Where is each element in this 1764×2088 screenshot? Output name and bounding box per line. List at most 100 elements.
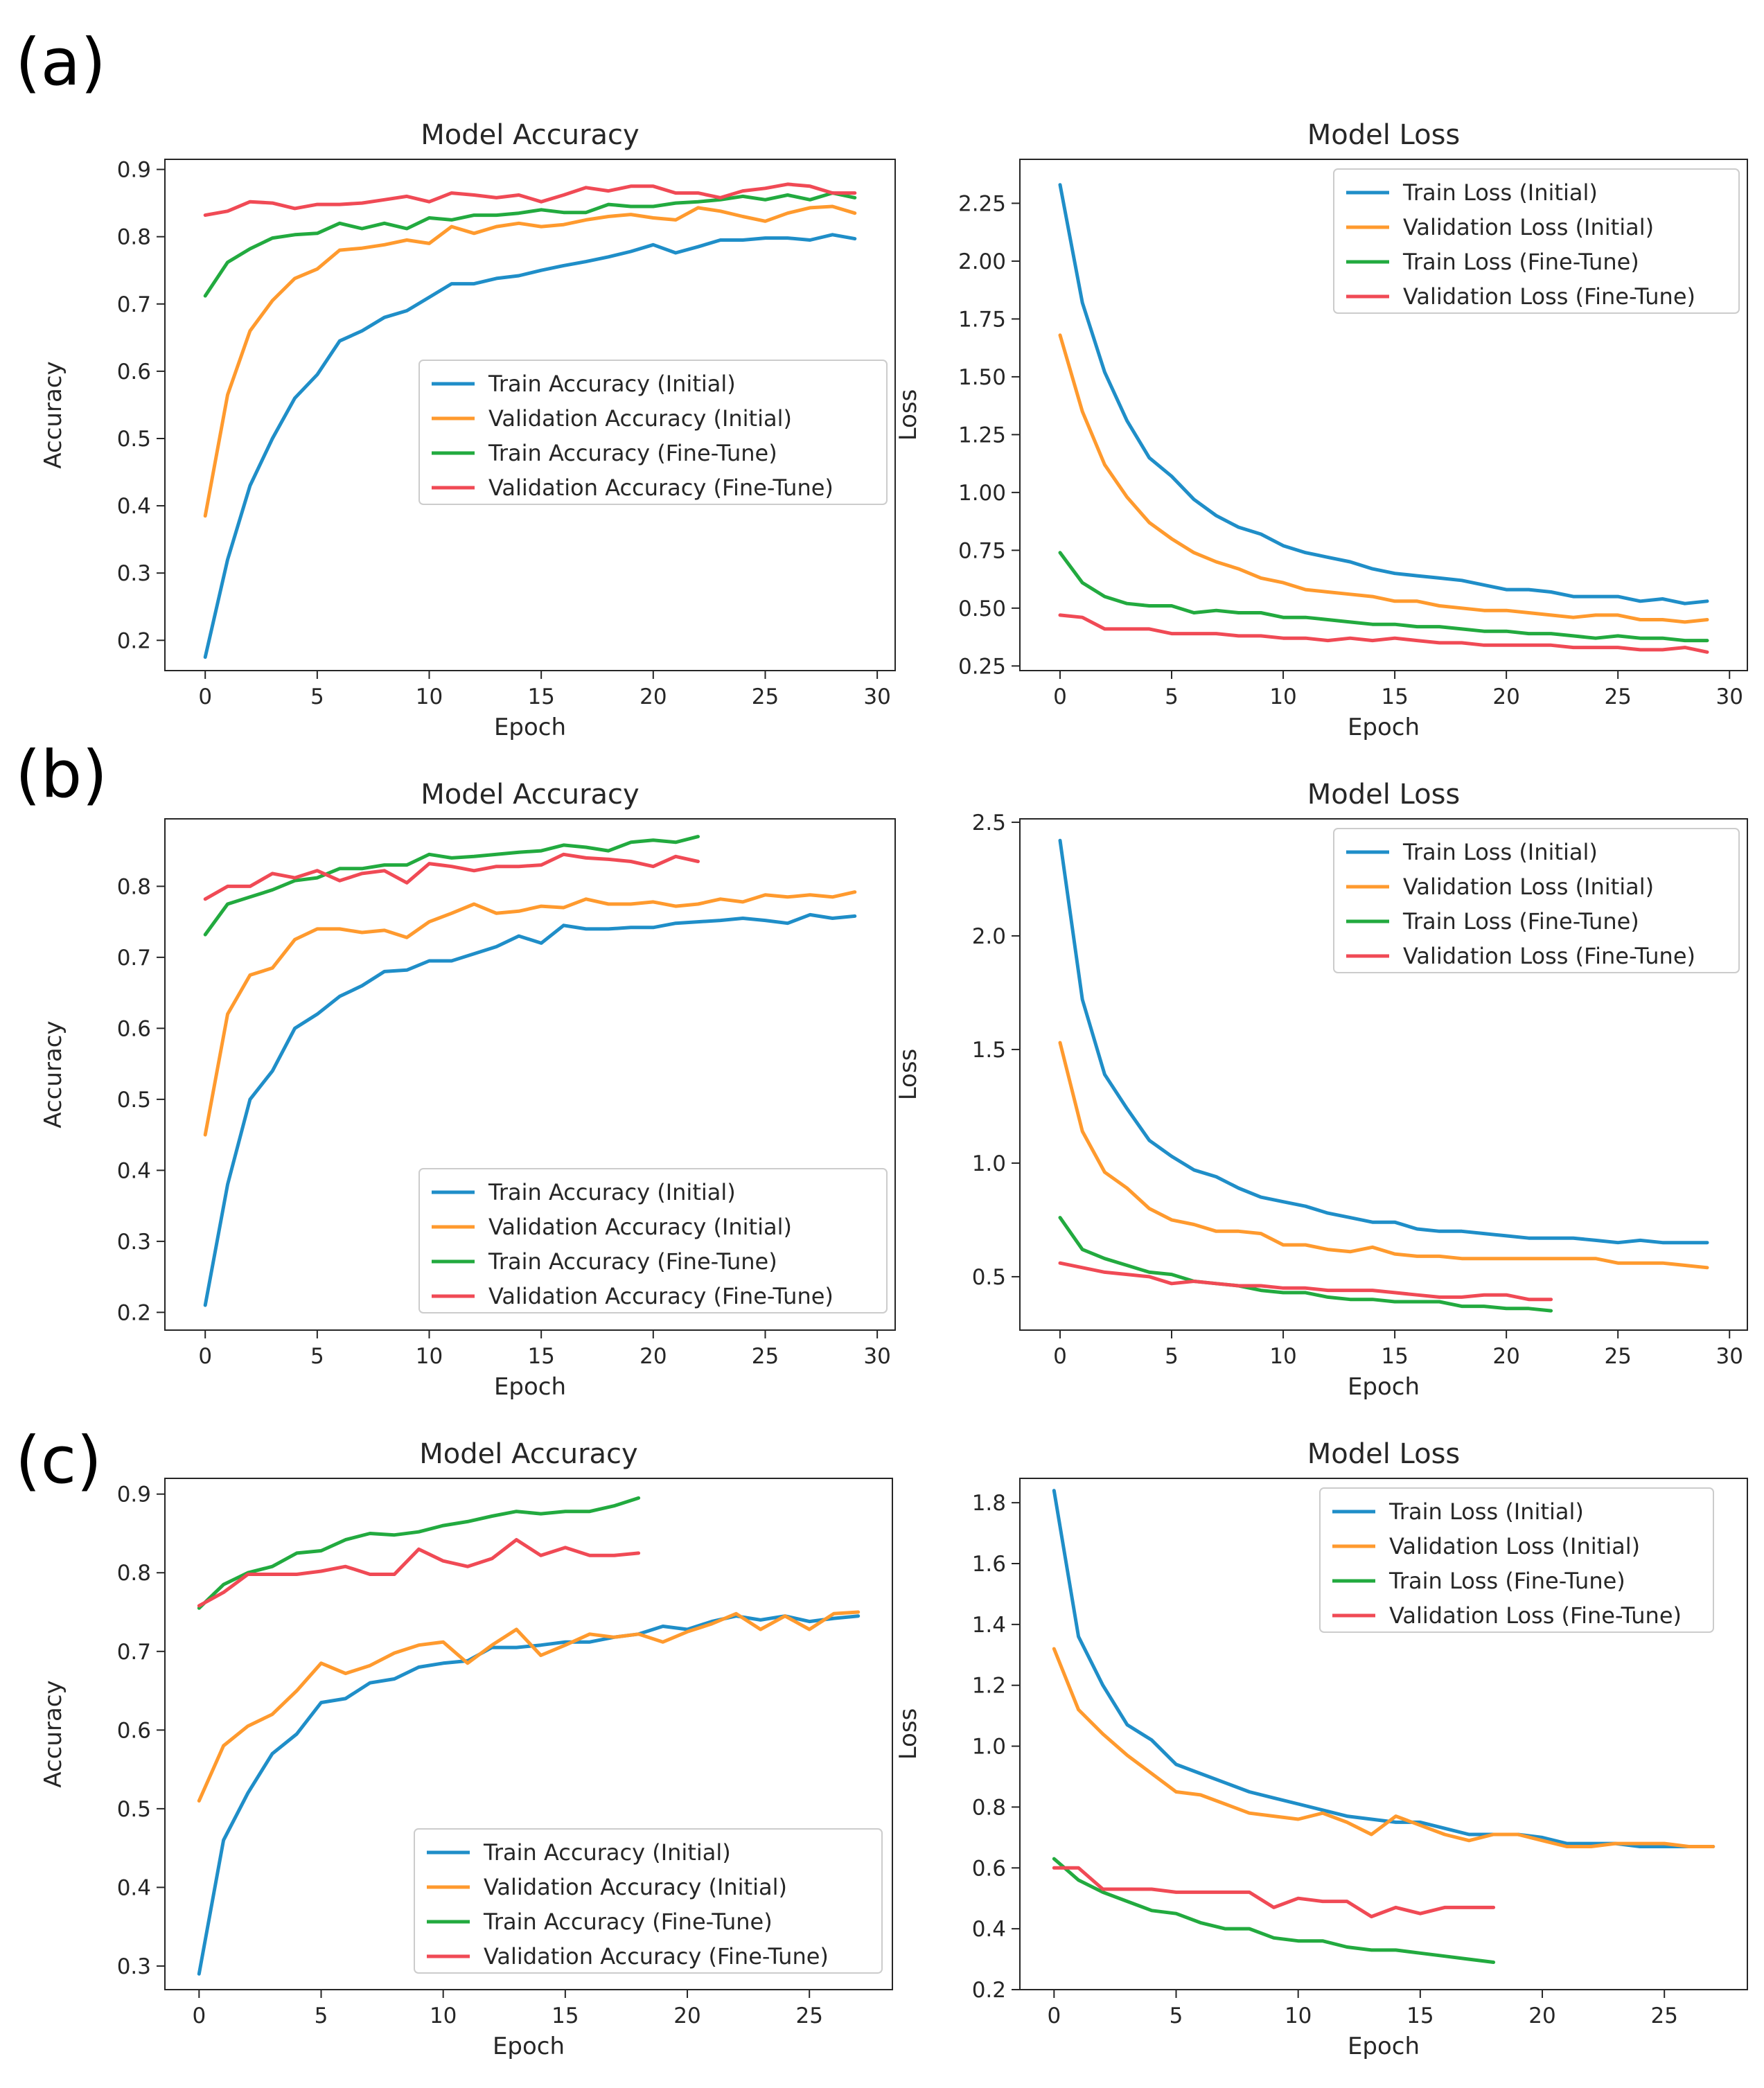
plot-frame xyxy=(164,1478,893,1990)
panel-label-a: (a) xyxy=(15,25,106,100)
series-line-3 xyxy=(203,852,700,901)
x-tick-label: 15 xyxy=(1381,684,1408,709)
y-tick-label: 1.4 xyxy=(972,1613,1006,1638)
series-line-0 xyxy=(203,912,857,1307)
x-tick-label: 5 xyxy=(1165,684,1179,709)
series-line-0 xyxy=(1058,838,1709,1245)
x-tick-label: 0 xyxy=(198,1344,212,1369)
y-tick-label: 0.2 xyxy=(117,1300,151,1325)
y-tick-label: 0.5 xyxy=(117,427,151,452)
x-tick-label: 25 xyxy=(752,1344,779,1369)
legend-label: Train Accuracy (Fine-Tune) xyxy=(483,1909,773,1935)
chart-title: Model Accuracy xyxy=(421,779,639,811)
y-tick-label: 1.8 xyxy=(972,1491,1006,1516)
y-tick-label: 1.2 xyxy=(972,1674,1006,1699)
legend-box xyxy=(1333,168,1740,314)
legend-label: Validation Loss (Initial) xyxy=(1389,1533,1640,1559)
chart-title: Model Accuracy xyxy=(419,1438,637,1470)
chart-title: Model Accuracy xyxy=(421,119,639,151)
series-line-3 xyxy=(1058,1261,1553,1302)
legend-box xyxy=(1333,828,1740,973)
legend-box xyxy=(418,1168,888,1313)
y-tick-label: 0.5 xyxy=(117,1797,151,1822)
legend-label: Validation Loss (Initial) xyxy=(1403,214,1654,240)
legend: Train Loss (Initial) Validation Loss (Ini… xyxy=(1333,168,1740,314)
y-axis-label: Loss xyxy=(894,389,922,441)
series-line-3 xyxy=(203,182,857,218)
x-tick-label: 5 xyxy=(1165,1344,1179,1369)
x-tick-label: 0 xyxy=(1053,684,1067,709)
x-tick-label: 15 xyxy=(1406,2003,1434,2028)
chart-title: Model Loss xyxy=(1307,119,1461,151)
x-tick-label: 0 xyxy=(198,684,212,709)
y-axis-label: Loss xyxy=(894,1049,922,1101)
y-tick-label: 0.9 xyxy=(117,158,151,183)
x-tick-label: 5 xyxy=(315,2003,328,2028)
legend-label: Train Accuracy (Initial) xyxy=(483,1839,731,1866)
chart-3: 0 5 10 15 20 25 30 0.5 1.0 1.5 2.0 2.5 Model Loss Epo… xyxy=(894,779,1748,1401)
x-tick-label: 20 xyxy=(673,2003,700,2028)
y-tick-label: 1.0 xyxy=(972,1151,1006,1176)
legend-box xyxy=(1319,1487,1714,1633)
x-axis-label: Epoch xyxy=(494,714,566,741)
y-tick-label: 0.6 xyxy=(117,360,151,384)
y-tick-label: 1.00 xyxy=(958,481,1006,506)
plot-frame xyxy=(164,818,896,1331)
x-tick-label: 20 xyxy=(1492,1344,1519,1369)
y-tick-label: 0.4 xyxy=(117,1158,151,1183)
x-axis-label: Epoch xyxy=(1348,2033,1420,2060)
x-tick-label: 20 xyxy=(1528,2003,1555,2028)
y-tick-label: 0.7 xyxy=(117,292,151,317)
y-tick-label: 0.8 xyxy=(117,225,151,250)
x-tick-label: 30 xyxy=(863,684,890,709)
x-tick-label: 10 xyxy=(1285,2003,1312,2028)
legend-label: Train Loss (Initial) xyxy=(1402,839,1598,865)
y-tick-label: 1.0 xyxy=(972,1735,1006,1760)
y-tick-label: 0.3 xyxy=(117,1954,151,1979)
legend: Train Loss (Initial) Validation Loss (Ini… xyxy=(1319,1487,1714,1633)
legend-label: Validation Accuracy (Fine-Tune) xyxy=(484,1943,829,1970)
legend-label: Validation Loss (Fine-Tune) xyxy=(1403,943,1695,969)
x-tick-label: 25 xyxy=(1604,684,1631,709)
chart-title: Model Loss xyxy=(1307,779,1461,811)
x-tick-label: 30 xyxy=(863,1344,890,1369)
y-tick-label: 0.7 xyxy=(117,1640,151,1665)
series-line-0 xyxy=(197,1614,861,1976)
y-tick-label: 0.2 xyxy=(972,1978,1006,2003)
x-axis-label: Epoch xyxy=(493,2033,565,2060)
panel-label-b: (b) xyxy=(15,737,107,813)
y-tick-label: 0.6 xyxy=(117,1718,151,1743)
series-line-3 xyxy=(1052,1866,1496,1919)
y-tick-label: 2.0 xyxy=(972,924,1006,949)
chart-0: 0 5 10 15 20 25 30 0.2 0.3 0.4 0.5 0.6 0.7 0.8 0.9 Mode… xyxy=(39,119,896,741)
x-tick-label: 10 xyxy=(1269,684,1296,709)
legend: Train Accuracy (Initial) Validation Accur… xyxy=(418,1168,888,1313)
x-tick-label: 15 xyxy=(527,1344,554,1369)
legend-label: Validation Loss (Initial) xyxy=(1403,874,1654,900)
legend-label: Validation Loss (Fine-Tune) xyxy=(1403,283,1695,310)
x-tick-label: 25 xyxy=(752,684,779,709)
legend: Train Loss (Initial) Validation Loss (Ini… xyxy=(1333,828,1740,973)
y-tick-label: 1.75 xyxy=(958,307,1006,332)
legend-label: Train Loss (Fine-Tune) xyxy=(1402,908,1639,935)
x-tick-label: 0 xyxy=(1053,1344,1067,1369)
y-tick-label: 1.5 xyxy=(972,1038,1006,1063)
series-line-0 xyxy=(203,233,857,660)
y-tick-label: 0.4 xyxy=(117,494,151,519)
y-tick-label: 1.6 xyxy=(972,1552,1006,1577)
legend-label: Validation Accuracy (Fine-Tune) xyxy=(488,1283,834,1309)
x-tick-label: 5 xyxy=(310,684,324,709)
legend-label: Validation Accuracy (Fine-Tune) xyxy=(488,475,834,501)
plot-frame xyxy=(1019,159,1748,671)
series-line-1 xyxy=(203,890,857,1137)
y-axis-label: Loss xyxy=(894,1708,922,1760)
y-tick-label: 0.9 xyxy=(117,1483,151,1507)
legend-label: Train Loss (Initial) xyxy=(1388,1498,1584,1525)
legend-label: Validation Loss (Fine-Tune) xyxy=(1389,1602,1682,1629)
y-tick-label: 0.8 xyxy=(117,874,151,899)
legend-label: Train Loss (Initial) xyxy=(1402,179,1598,206)
series-line-0 xyxy=(1058,183,1709,605)
series-line-3 xyxy=(197,1538,641,1608)
x-tick-label: 30 xyxy=(1716,684,1743,709)
x-tick-label: 0 xyxy=(1047,2003,1061,2028)
